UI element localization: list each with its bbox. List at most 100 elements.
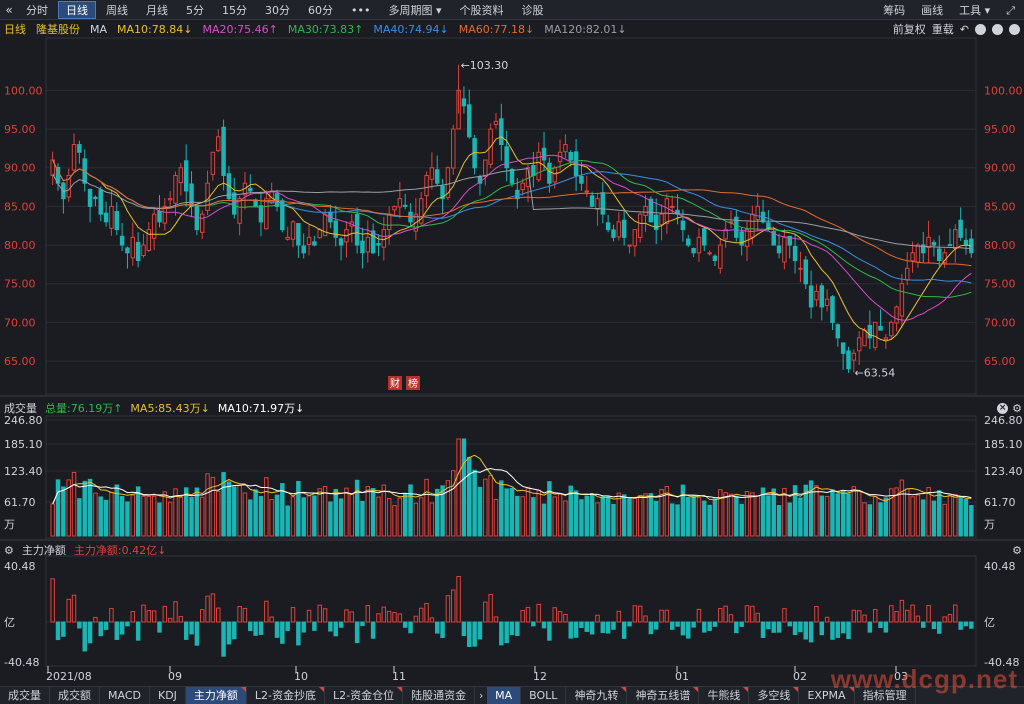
ma20-line	[52, 154, 972, 321]
volume-bar	[216, 491, 221, 537]
price-tick-right: 75.00	[984, 278, 1016, 291]
volume-bar	[515, 495, 520, 537]
flow-bar	[953, 604, 958, 623]
volume-bar	[55, 479, 61, 537]
ma10-line	[52, 136, 972, 342]
flow-bar	[792, 621, 798, 636]
kline-chart[interactable]: 100.00 100.00 95.00 95.00 90.00 90.00 85.00 85.…	[0, 0, 1024, 686]
volume-bar	[707, 504, 712, 537]
ind2-6[interactable]: EXPMA	[799, 687, 855, 704]
reload-button[interactable]: 重载	[931, 23, 954, 36]
volume-bar	[680, 484, 686, 537]
period-tab-4[interactable]: 5分	[186, 3, 204, 17]
more-arrow-icon[interactable]: ›	[478, 689, 484, 702]
flow-bar	[317, 604, 322, 623]
period-tab-10[interactable]: 个股资料	[459, 3, 504, 17]
back-icon[interactable]: «	[5, 2, 13, 17]
ind1-2[interactable]: MACD	[100, 687, 150, 704]
volume-tick-left: 185.10	[4, 438, 43, 451]
ind1-5[interactable]: L2-资金抄底	[247, 687, 326, 704]
toolbar-right-0[interactable]: 筹码	[883, 3, 906, 17]
ind1-3[interactable]: KDJ	[150, 687, 186, 704]
new-badge-icon	[621, 687, 627, 692]
ind2-7[interactable]: 指标管理	[855, 687, 916, 704]
period-tab-7[interactable]: 60分	[308, 3, 333, 17]
flow-bar	[392, 612, 397, 623]
volume-bar	[87, 478, 93, 537]
volume-tick-left: 61.70	[4, 496, 36, 509]
flow-bar	[87, 621, 93, 644]
volume-bar	[659, 488, 664, 537]
candle	[840, 342, 846, 354]
ind1-0[interactable]: 成交量	[0, 687, 50, 704]
undo-icon[interactable]: ↶	[959, 22, 969, 36]
ind2-4[interactable]: 牛熊线	[699, 687, 750, 704]
flow-bar	[344, 609, 349, 623]
ind1-7[interactable]: 陆股通资金	[403, 687, 476, 704]
volume-bar	[953, 494, 958, 537]
ind1-1[interactable]: 成交额	[50, 687, 100, 704]
period-tab-3[interactable]: 月线	[146, 3, 168, 17]
ind2-1[interactable]: BOLL	[521, 687, 567, 704]
volume-bar	[98, 496, 103, 537]
volume-bar	[493, 498, 499, 537]
adjust-button[interactable]: 前复权	[892, 23, 926, 36]
volume-bar	[584, 495, 590, 537]
flow-bar	[942, 616, 947, 623]
period-tab-1[interactable]: 日线	[58, 0, 96, 19]
zoom-out-icon[interactable]: −	[992, 23, 1003, 35]
candle	[402, 204, 408, 207]
period-tab-6[interactable]: 30分	[265, 3, 290, 17]
candle	[440, 185, 445, 200]
price-tick-left: 95.00	[4, 123, 36, 136]
flow-bar	[55, 621, 61, 641]
candle	[937, 248, 942, 262]
price-tick-left: 65.00	[4, 355, 36, 368]
toolbar-right-1[interactable]: 画线	[921, 3, 944, 17]
volume-bar	[205, 473, 210, 537]
flow-bar	[424, 602, 429, 623]
period-tab-2[interactable]: 周线	[106, 3, 128, 17]
ind2-5[interactable]: 多空线	[749, 687, 800, 704]
volume-bar	[322, 486, 328, 537]
ind2-0[interactable]: MA	[487, 687, 522, 704]
ind1-6[interactable]: L2-资金仓位	[325, 687, 404, 704]
flow-bar	[141, 604, 146, 623]
flow-bar	[429, 617, 435, 623]
volume-bar	[525, 486, 531, 537]
candle	[750, 213, 755, 238]
top-toolbar: « 分时 日线 周线 月线 5分 15分 30分 60分 ••• 多周期图 ▾ 个股资料 诊股 筹码 画…	[0, 0, 1024, 20]
ind1-4[interactable]: 主力净额	[185, 687, 247, 704]
volume-bar	[162, 491, 168, 537]
ind2-3[interactable]: 神奇五线谱	[627, 687, 700, 704]
flow-close-icon[interactable]: ⚙	[1012, 543, 1022, 557]
period-tab-8[interactable]: •••	[351, 3, 371, 17]
settings-icon[interactable]: ⚙	[1009, 23, 1020, 35]
flow-bar	[846, 621, 851, 640]
x-axis-label: 10	[294, 670, 308, 683]
flow-settings-icon[interactable]: ⚙	[4, 543, 14, 557]
toolbar-right-2[interactable]: 工具 ▾	[959, 3, 991, 17]
candle	[258, 205, 264, 223]
volume-bar	[264, 477, 269, 537]
candle	[499, 118, 504, 146]
period-tab-9[interactable]: 多周期图 ▾	[388, 3, 442, 17]
zoom-in-icon[interactable]: +	[975, 23, 986, 35]
volume-bar	[675, 504, 680, 537]
close-volume-icon[interactable]: ×	[997, 402, 1009, 414]
period-tab-0[interactable]: 分时	[26, 3, 48, 17]
volume-settings-icon[interactable]: ⚙	[1012, 401, 1022, 415]
ind2-2[interactable]: 神奇九转	[566, 687, 628, 704]
flow-bar	[760, 621, 766, 638]
volume-bar	[199, 496, 205, 537]
volume-tick-right: 185.10	[984, 438, 1023, 451]
period-tab-5[interactable]: 15分	[222, 3, 247, 17]
ma-info-line: 日线 隆基股份 MA MA10:78.84↓ MA20:75.46↑ MA30:73…	[0, 20, 1024, 38]
toolbar-right-3[interactable]: ⤢	[1006, 3, 1015, 17]
candle	[846, 350, 851, 370]
period-tab-11[interactable]: 诊股	[521, 3, 544, 17]
volume-bar	[824, 495, 830, 537]
candle	[600, 192, 606, 215]
volume-bar	[888, 488, 894, 537]
flow-tick-left: 亿	[4, 616, 15, 629]
